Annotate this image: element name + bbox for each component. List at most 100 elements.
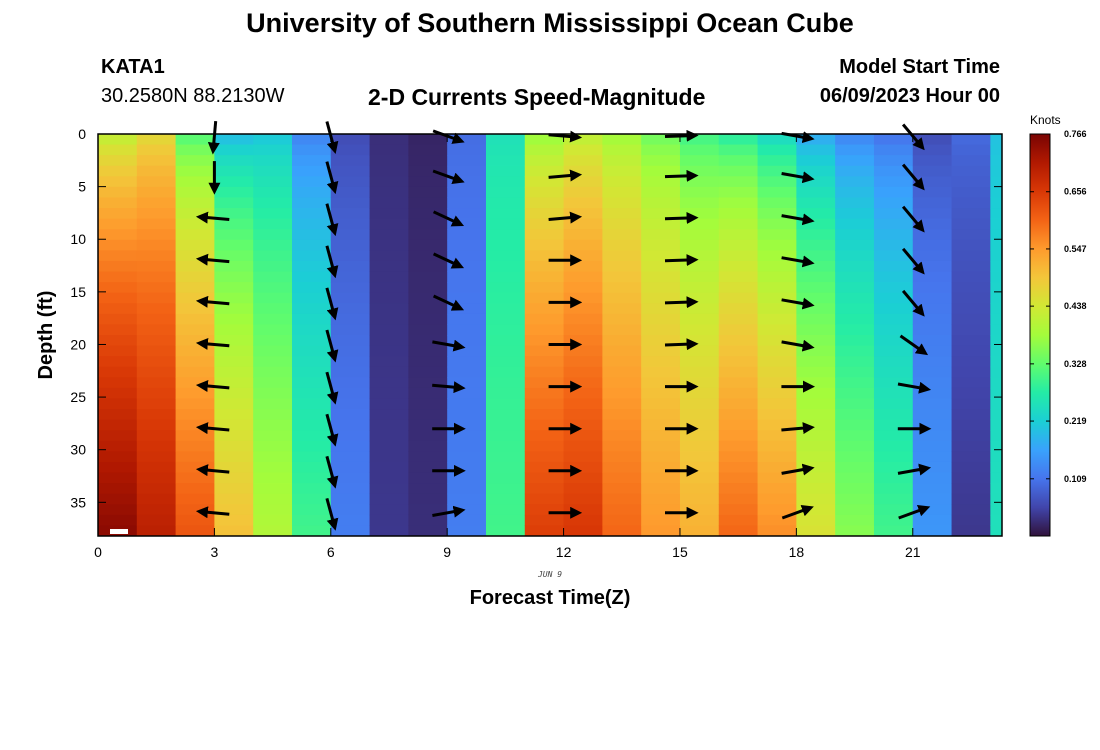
heatmap-cell (175, 134, 215, 146)
heatmap-cell (175, 345, 215, 357)
heatmap-cell (873, 345, 914, 357)
heatmap-cell (253, 208, 293, 220)
heatmap-cell (175, 514, 215, 526)
heatmap-cell (796, 345, 836, 357)
heatmap-cell (563, 155, 603, 167)
heatmap-cell (485, 504, 526, 516)
heatmap-cell (563, 313, 603, 325)
heatmap-cell (175, 282, 215, 294)
heatmap-cell (253, 356, 293, 368)
heatmap-cell (912, 504, 953, 516)
heatmap-cell (679, 493, 720, 505)
heatmap-cell (291, 335, 332, 347)
heatmap-cell (641, 345, 681, 357)
heatmap-cell (214, 377, 254, 389)
heatmap-cell (369, 451, 409, 463)
heatmap-cell (291, 451, 332, 463)
heatmap-cell (485, 461, 526, 474)
heatmap-cell (175, 186, 215, 198)
heatmap-cell (757, 282, 797, 294)
heatmap-cell (873, 387, 914, 399)
heatmap-cell (136, 282, 177, 294)
heatmap-cell (757, 345, 797, 357)
heatmap-cell (912, 260, 953, 273)
heatmap-cell (835, 377, 875, 389)
heatmap-cell (951, 493, 991, 505)
heatmap-cell (485, 514, 526, 526)
heatmap-cell (291, 483, 332, 495)
heatmap-cell (175, 398, 215, 410)
station-id: KATA1 (101, 56, 165, 78)
heatmap-cell (214, 483, 254, 495)
current-vector (781, 255, 815, 268)
heatmap-cell (873, 461, 914, 474)
current-vector (781, 213, 815, 226)
heatmap-cell (175, 176, 215, 188)
y-tick-label: 0 (78, 126, 86, 142)
heatmap-cell (602, 419, 642, 431)
heatmap-cell (757, 472, 797, 484)
heatmap-cell (641, 208, 681, 220)
heatmap-cell (718, 134, 759, 146)
heatmap-cell (718, 197, 759, 209)
heatmap-cell (757, 504, 797, 516)
heatmap-cell (873, 229, 914, 241)
heatmap-cell (447, 197, 487, 209)
heatmap-cell (330, 472, 371, 484)
heatmap-cell (873, 282, 914, 294)
heatmap-cell (330, 324, 371, 336)
heatmap-cell (253, 165, 293, 177)
heatmap-cell (796, 271, 836, 283)
heatmap-cell (602, 271, 642, 283)
heatmap-cell (990, 197, 1003, 209)
heatmap-cell (679, 176, 720, 188)
heatmap-cell (330, 345, 371, 357)
heatmap-cell (291, 282, 332, 294)
heatmap-cell (524, 313, 565, 325)
heatmap-cell (757, 451, 797, 463)
heatmap-cell (990, 250, 1003, 262)
heatmap-cell (757, 176, 797, 188)
heatmap-cell (330, 525, 371, 537)
heatmap-cell (253, 197, 293, 209)
heatmap-cell (951, 229, 991, 241)
heatmap-cell (873, 186, 914, 198)
heatmap-cell (330, 313, 371, 325)
heatmap-cell (796, 229, 836, 241)
heatmap-cell (835, 186, 875, 198)
heatmap-cell (369, 493, 409, 505)
heatmap-cell (990, 377, 1003, 389)
heatmap-cell (330, 155, 371, 167)
heatmap-cell (175, 260, 215, 273)
heatmap-cell (214, 292, 254, 304)
heatmap-cell (408, 134, 448, 146)
heatmap-cell (136, 260, 177, 273)
heatmap-cell (563, 387, 603, 399)
heatmap-cell (796, 472, 836, 484)
heatmap-cell (563, 356, 603, 368)
heatmap-cell (253, 430, 293, 442)
heatmap-cell (873, 483, 914, 495)
heatmap-cell (408, 303, 448, 315)
heatmap-cell (757, 398, 797, 410)
heatmap-cell (408, 165, 448, 177)
heatmap-cell (951, 292, 991, 304)
heatmap-cell (796, 250, 836, 262)
heatmap-cell (679, 409, 720, 421)
heatmap-cell (369, 419, 409, 431)
heatmap-cell (175, 335, 215, 347)
heatmap-cell (990, 345, 1003, 357)
heatmap-cell (447, 366, 487, 378)
heatmap-cell (214, 324, 254, 336)
plot-title: 2-D Currents Speed-Magnitude (368, 84, 706, 110)
heatmap-cell (408, 335, 448, 347)
heatmap-cell (563, 377, 603, 389)
heatmap-cell (873, 271, 914, 283)
heatmap-cell (253, 335, 293, 347)
heatmap-cell (718, 356, 759, 368)
heatmap-cell (835, 356, 875, 368)
heatmap-cell (757, 208, 797, 220)
heatmap-cell (835, 144, 875, 156)
heatmap-cell (990, 356, 1003, 368)
heatmap-cell (796, 134, 836, 146)
